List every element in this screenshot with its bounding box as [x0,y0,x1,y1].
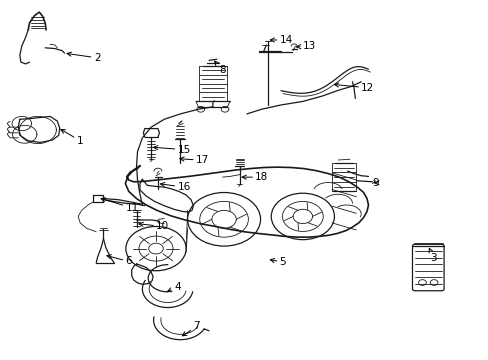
Text: 5: 5 [270,257,285,267]
Text: 8: 8 [214,61,225,75]
Text: 6: 6 [107,255,132,266]
Text: 7: 7 [182,321,200,336]
Text: 17: 17 [180,156,209,165]
Text: 13: 13 [296,41,315,51]
Text: 3: 3 [428,248,436,263]
Text: 15: 15 [153,145,190,155]
Text: 14: 14 [270,35,292,45]
Text: 1: 1 [61,130,83,146]
Text: 18: 18 [242,172,268,182]
Text: 9: 9 [371,178,378,188]
Text: 2: 2 [67,52,100,63]
Text: 4: 4 [167,282,180,292]
Text: 10: 10 [139,221,169,231]
Text: 11: 11 [101,198,138,213]
Text: 12: 12 [334,83,374,93]
Text: 16: 16 [160,182,190,192]
